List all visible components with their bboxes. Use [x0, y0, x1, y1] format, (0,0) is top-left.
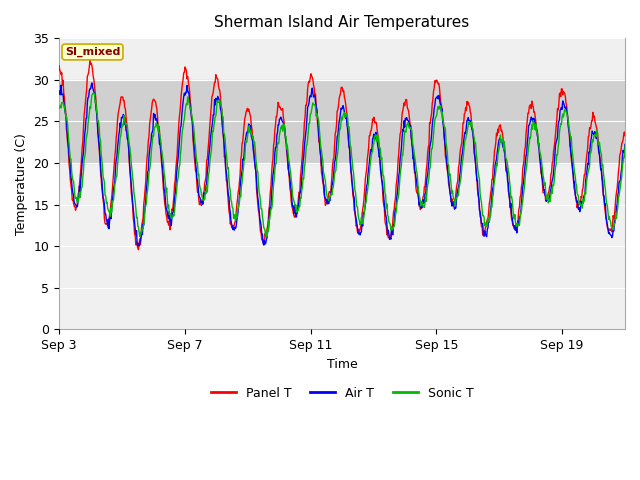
Title: Sherman Island Air Temperatures: Sherman Island Air Temperatures	[214, 15, 470, 30]
Air T	[76, 183, 83, 189]
Sonic T	[55, 105, 63, 111]
Panel T	[86, 57, 94, 63]
Panel T	[55, 63, 63, 69]
Sonic T	[514, 220, 522, 226]
X-axis label: Time: Time	[326, 358, 358, 371]
Text: SI_mixed: SI_mixed	[65, 47, 120, 57]
Sonic T	[621, 144, 629, 149]
Y-axis label: Temperature (C): Temperature (C)	[15, 133, 28, 235]
Air T	[55, 91, 63, 97]
Sonic T	[76, 190, 83, 195]
Sonic T	[262, 234, 269, 240]
Air T	[262, 237, 270, 242]
Air T	[514, 222, 522, 228]
Panel T	[189, 144, 197, 150]
Panel T	[377, 168, 385, 173]
Panel T	[76, 181, 83, 187]
Sonic T	[292, 209, 300, 215]
Sonic T	[262, 228, 270, 234]
Bar	[59, 80, 625, 163]
Air T	[292, 211, 300, 216]
Panel T	[514, 220, 522, 226]
Panel T	[621, 133, 629, 139]
Line: Air T: Air T	[59, 83, 625, 246]
Panel T	[262, 230, 270, 236]
Panel T	[292, 214, 300, 220]
Panel T	[134, 247, 142, 252]
Sonic T	[90, 90, 97, 96]
Line: Sonic T: Sonic T	[59, 93, 625, 237]
Sonic T	[189, 120, 196, 125]
Air T	[621, 142, 629, 147]
Air T	[377, 171, 385, 177]
Air T	[135, 243, 143, 249]
Line: Panel T: Panel T	[59, 60, 625, 250]
Air T	[88, 80, 96, 86]
Legend: Panel T, Air T, Sonic T: Panel T, Air T, Sonic T	[205, 382, 479, 405]
Sonic T	[377, 156, 385, 162]
Air T	[189, 138, 197, 144]
